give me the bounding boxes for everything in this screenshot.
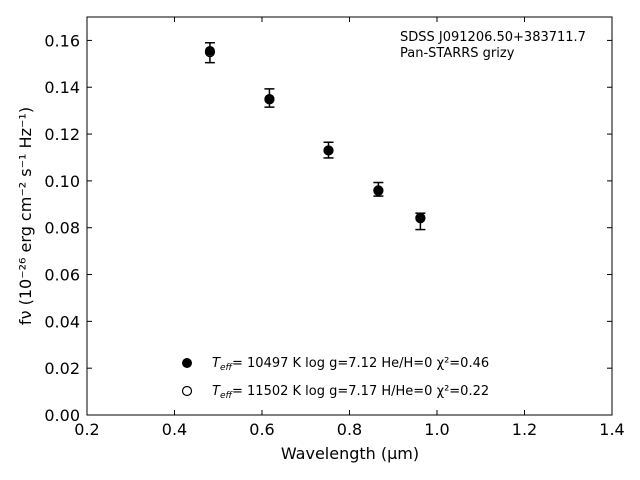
- y-tick-label: 0.04: [44, 312, 80, 331]
- y-tick-label: 0.14: [44, 78, 80, 97]
- legend-entry-2: Teff= 11502 K log g=7.17 H/He=0 χ²=0.22: [212, 384, 489, 401]
- y-tick-label: 0.10: [44, 172, 80, 191]
- annotation-line-2: Pan-STARRS grizy: [400, 46, 515, 61]
- legend-marker-open: [181, 385, 193, 397]
- x-tick-label: 1.0: [424, 420, 449, 439]
- ticks: 0.2 0.4 0.6 0.8 1.0 1.2 1.4 0.00 0.02 0.04 0.06 0.0…: [44, 17, 625, 439]
- legend: Teff= 10497 K log g=7.12 He/H=0 χ²=0.46 …: [181, 356, 489, 401]
- y-tick-label: 0.06: [44, 266, 80, 285]
- y-tick-label: 0.16: [44, 31, 80, 50]
- annotation-line-1: SDSS J091206.50+383711.7: [400, 30, 586, 45]
- x-tick-label: 0.2: [74, 420, 99, 439]
- y-tick-label: 0.12: [44, 125, 80, 144]
- model-he-point: [323, 145, 334, 156]
- x-tick-label: 1.4: [599, 420, 624, 439]
- model-he-point: [415, 213, 426, 224]
- model-he-point: [264, 93, 275, 104]
- legend-marker-filled: [182, 358, 192, 368]
- legend-entry-1: Teff= 10497 K log g=7.12 He/H=0 χ²=0.46: [212, 356, 489, 373]
- model-he-point: [204, 45, 215, 56]
- model-he-point: [373, 185, 384, 196]
- x-tick-label: 0.4: [162, 420, 187, 439]
- x-tick-label: 0.8: [337, 420, 362, 439]
- x-tick-label: 0.6: [249, 420, 274, 439]
- y-tick-label: 0.08: [44, 219, 80, 238]
- y-axis-label: fν (10⁻²⁶ erg cm⁻² s⁻¹ Hz⁻¹): [16, 107, 35, 325]
- x-tick-label: 1.2: [512, 420, 537, 439]
- x-axis-label: Wavelength (μm): [281, 444, 419, 463]
- y-tick-label: 0.00: [44, 406, 80, 425]
- plot-area: [204, 42, 426, 231]
- y-tick-label: 0.02: [44, 359, 80, 378]
